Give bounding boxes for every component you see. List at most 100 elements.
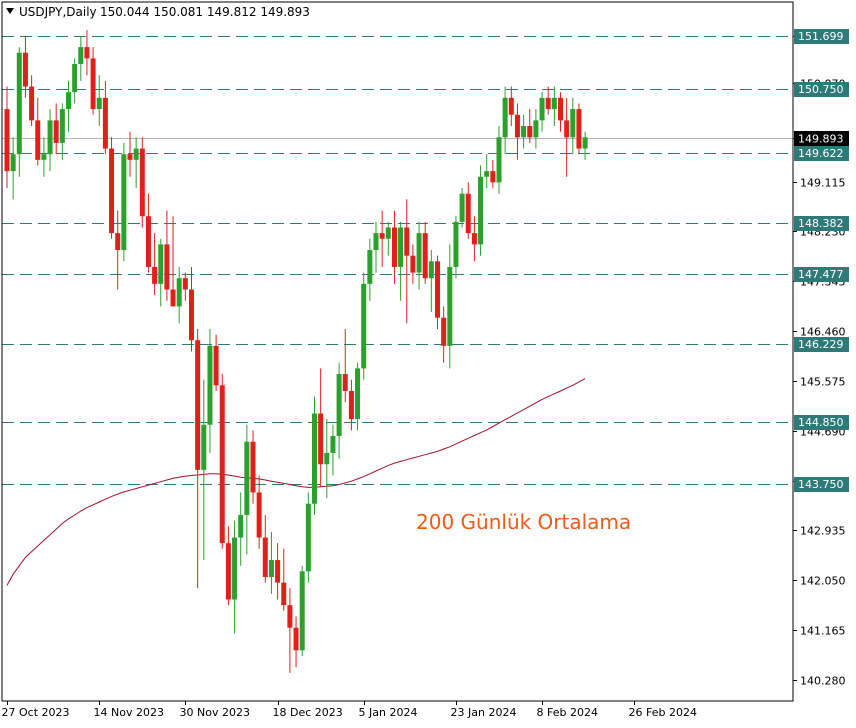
candle-3[interactable] [22, 35, 28, 98]
candle-14[interactable] [90, 47, 96, 115]
candle-36[interactable] [225, 526, 231, 606]
candle-93[interactable] [576, 103, 582, 155]
candle-37[interactable] [232, 520, 238, 634]
candle-71[interactable] [441, 306, 447, 363]
candle-82[interactable] [508, 86, 514, 127]
candle-7[interactable] [47, 109, 53, 172]
candle-85[interactable] [527, 109, 533, 143]
candle-53[interactable] [330, 424, 336, 476]
level-label-box [794, 146, 849, 161]
candle-64[interactable] [398, 221, 404, 301]
candle-28[interactable] [176, 266, 182, 324]
candle-39[interactable] [244, 424, 250, 555]
candle-61[interactable] [379, 210, 385, 267]
candle-40[interactable] [250, 430, 256, 504]
candle-50[interactable] [312, 396, 317, 515]
candle-91[interactable] [564, 97, 570, 177]
candle-94[interactable] [582, 131, 588, 160]
candle-75[interactable] [465, 182, 471, 239]
candle-22[interactable] [139, 137, 145, 228]
candle-41[interactable] [256, 475, 262, 549]
candle-35[interactable] [219, 374, 225, 549]
candle-31[interactable] [195, 328, 201, 589]
candle-11[interactable] [72, 58, 78, 104]
candle-45[interactable] [281, 548, 287, 611]
candle-38[interactable] [238, 492, 244, 566]
candle-25[interactable] [158, 238, 164, 307]
candle-29[interactable] [182, 272, 188, 301]
candle-body [47, 120, 53, 155]
candle-19[interactable] [121, 142, 127, 262]
candle-56[interactable] [348, 379, 354, 431]
candle-55[interactable] [342, 328, 348, 403]
candle-15[interactable] [96, 75, 102, 127]
candle-72[interactable] [447, 244, 453, 369]
candle-52[interactable] [324, 419, 330, 499]
candle-69[interactable] [428, 250, 434, 313]
candle-5[interactable] [35, 97, 41, 166]
candle-74[interactable] [459, 188, 465, 228]
candle-76[interactable] [471, 216, 477, 262]
candle-10[interactable] [66, 80, 71, 132]
candle-26[interactable] [164, 210, 170, 301]
candle-17[interactable] [109, 137, 115, 239]
candle-2[interactable] [16, 47, 22, 177]
candle-87[interactable] [539, 92, 545, 132]
candle-30[interactable] [189, 266, 194, 352]
candle-79[interactable] [490, 159, 496, 189]
candle-77[interactable] [478, 165, 484, 256]
candle-73[interactable] [453, 216, 459, 279]
candle-92[interactable] [570, 97, 576, 155]
candle-48[interactable] [299, 565, 305, 656]
candle-70[interactable] [435, 255, 440, 329]
candle-89[interactable] [551, 86, 557, 127]
candle-1[interactable] [10, 137, 16, 200]
collapse-triangle-icon[interactable] [6, 8, 14, 14]
candle-44[interactable] [275, 543, 281, 600]
candle-9[interactable] [59, 103, 65, 160]
candle-24[interactable] [152, 233, 158, 296]
candle-27[interactable] [170, 216, 176, 307]
candle-83[interactable] [514, 103, 520, 160]
candle-0[interactable] [4, 86, 10, 189]
candle-90[interactable] [558, 92, 563, 132]
candle-49[interactable] [305, 492, 311, 583]
candle-46[interactable] [287, 588, 293, 673]
candle-63[interactable] [391, 210, 397, 284]
candle-54[interactable] [336, 362, 342, 459]
candle-58[interactable] [361, 272, 367, 380]
candle-81[interactable] [502, 86, 508, 155]
candle-88[interactable] [545, 86, 551, 115]
candle-68[interactable] [422, 221, 428, 284]
candle-84[interactable] [521, 114, 527, 149]
candle-13[interactable] [84, 30, 90, 76]
candle-18[interactable] [115, 210, 121, 290]
candle-33[interactable] [207, 328, 213, 453]
candle-62[interactable] [385, 221, 391, 256]
candle-80[interactable] [496, 126, 502, 194]
candle-47[interactable] [293, 616, 299, 668]
candle-59[interactable] [367, 238, 373, 301]
candle-20[interactable] [127, 131, 133, 177]
candle-12[interactable] [78, 35, 84, 81]
candle-60[interactable] [373, 221, 379, 273]
candle-6[interactable] [41, 137, 47, 177]
candle-16[interactable] [102, 80, 108, 155]
candle-23[interactable] [145, 193, 151, 273]
candle-32[interactable] [201, 379, 207, 561]
candle-66[interactable] [410, 244, 416, 284]
candle-34[interactable] [213, 334, 219, 391]
candle-67[interactable] [416, 221, 422, 290]
candle-65[interactable] [404, 199, 410, 324]
candle-43[interactable] [268, 531, 274, 594]
candle-51[interactable] [318, 368, 324, 487]
candle-4[interactable] [29, 75, 35, 127]
candle-78[interactable] [484, 154, 490, 189]
candle-body [564, 120, 570, 138]
candle-42[interactable] [262, 514, 268, 583]
candle-57[interactable] [355, 362, 361, 431]
candle-86[interactable] [533, 109, 539, 149]
candle-21[interactable] [133, 137, 139, 189]
candle-8[interactable] [53, 103, 59, 155]
